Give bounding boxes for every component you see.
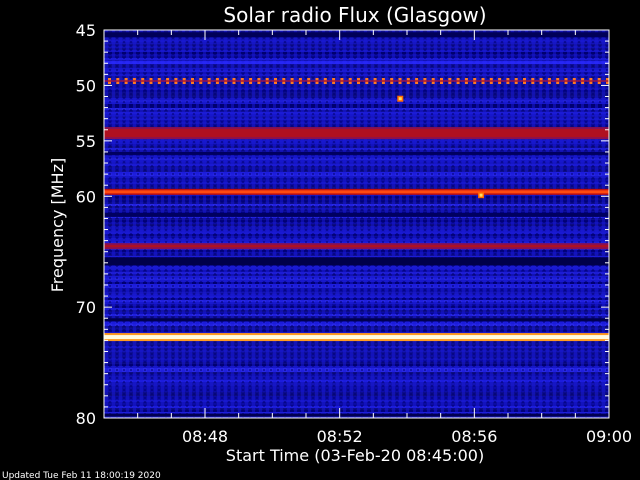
y-tick-label: 50 (76, 76, 96, 95)
dark-stripe (104, 257, 609, 266)
y-axis-ticks: 45 50 55 60 70 80 (76, 21, 609, 428)
y-axis-label: Frequency [MHz] (48, 158, 67, 292)
x-axis-label: Start Time (03-Feb-20 08:45:00) (226, 446, 484, 465)
dark-stripe (104, 212, 609, 217)
x-tick-label: 08:48 (182, 427, 228, 446)
updated-timestamp: Updated Tue Feb 11 18:00:19 2020 (2, 471, 161, 480)
emission-band-core (104, 245, 609, 248)
x-tick-label: 09:00 (586, 427, 632, 446)
y-tick-label: 80 (76, 409, 96, 428)
emission-band (104, 79, 609, 82)
y-tick-label: 45 (76, 21, 96, 40)
background-texture (104, 30, 609, 418)
chart-title: Solar radio Flux (Glasgow) (223, 3, 486, 27)
emission-band-core (104, 335, 609, 340)
plot-area (103, 29, 610, 419)
x-axis-ticks: 08:48 08:52 08:56 09:00 (137, 30, 632, 446)
plot-frame (103, 29, 610, 419)
x-tick-label: 08:52 (317, 427, 363, 446)
dark-stripe (104, 151, 609, 155)
x-tick-label: 08:56 (451, 427, 497, 446)
burst-core (479, 193, 483, 197)
bright-stripe (104, 61, 609, 65)
y-tick-label: 60 (76, 187, 96, 206)
dark-stripe (104, 413, 609, 417)
dark-stripe (104, 318, 609, 322)
y-tick-label: 55 (76, 132, 96, 151)
y-tick-label: 70 (76, 298, 96, 317)
emission-band-core (104, 190, 609, 194)
burst-core (398, 97, 402, 101)
dark-stripe (104, 32, 609, 38)
emission-band-core (104, 129, 609, 138)
